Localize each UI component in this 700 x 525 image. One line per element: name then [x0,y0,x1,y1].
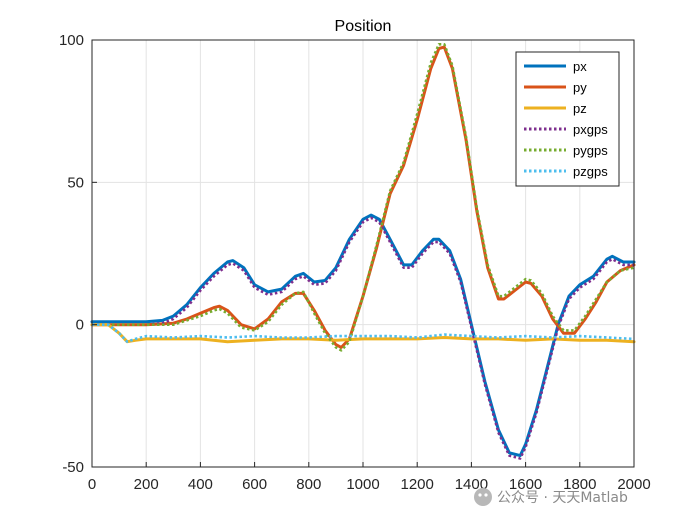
y-tick-label: 100 [59,32,84,49]
legend-label-pygps: pygps [573,143,608,158]
axis-ticks: 0 200 400 600 800 1000 1200 1400 1600 1800 2000-50… [59,32,651,493]
legend-label-pxgps: pxgps [573,122,608,137]
wechat-icon [474,488,492,506]
x-tick-label: 1000 [346,476,379,493]
x-tick-label: 2000 [617,476,650,493]
legend-label-pz: pz [573,101,587,116]
x-tick-label: 600 [242,476,267,493]
legend-label-py: py [573,80,587,95]
x-tick-label: 1600 [509,476,542,493]
series-line-pxgps [92,216,634,460]
x-tick-label: 200 [134,476,159,493]
x-tick-label: 1200 [401,476,434,493]
wechat-icon-eye-right [484,493,488,497]
x-tick-label: 800 [296,476,321,493]
watermark-text: 公众号 · 天天Matlab [497,490,628,506]
series-lines [90,42,636,460]
wechat-icon-eye-left [478,493,482,497]
legend-box [515,51,620,187]
x-tick-label: 1800 [563,476,596,493]
legend: px py pz pxgps pygps pzgps [515,51,620,187]
watermark: 公众号 · 天天Matlab [474,488,628,506]
x-tick-label: 400 [188,476,213,493]
series-line-py [90,45,636,349]
y-tick-label: 50 [67,174,84,191]
y-tick-label: 0 [76,317,84,334]
legend-label-px: px [573,59,587,74]
x-tick-label: 0 [88,476,96,493]
legend-label-pzgps: pzgps [573,164,608,179]
series-line-pygps [92,42,635,352]
y-tick-label: -50 [62,459,84,476]
series-line-pzgps [92,323,635,344]
chart-title: Position [335,18,392,35]
series-line-pz [90,323,636,344]
